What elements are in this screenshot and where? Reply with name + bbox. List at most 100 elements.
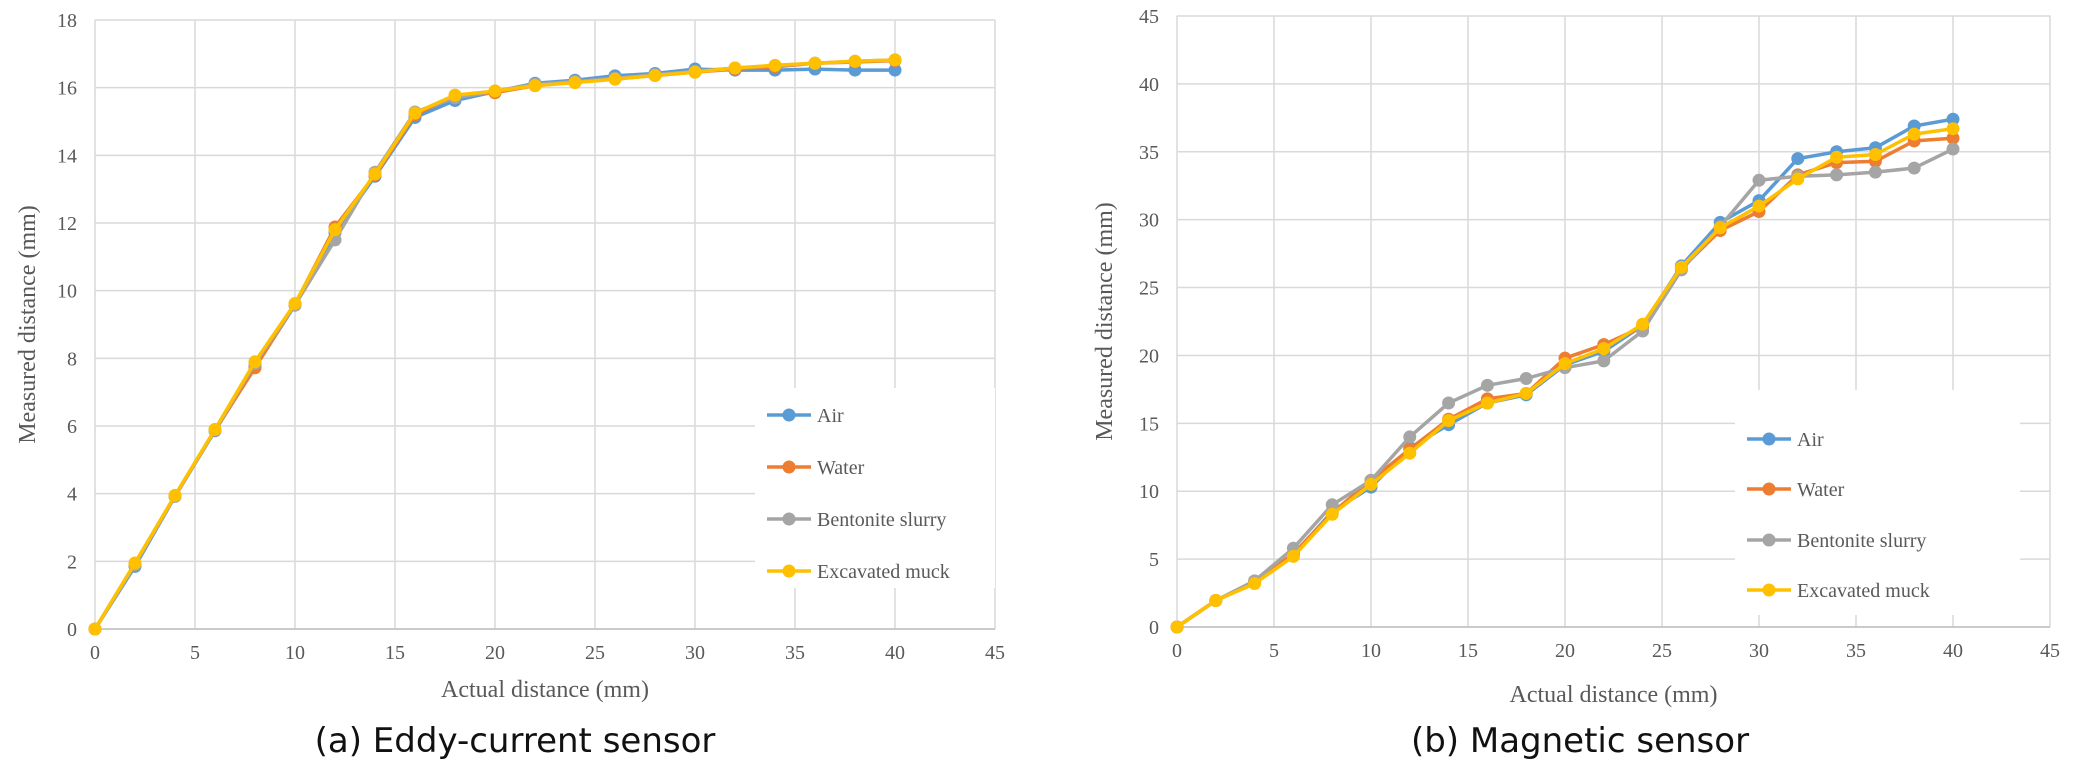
data-point-excavated-muck	[248, 355, 262, 369]
data-point-excavated-muck	[1791, 172, 1805, 186]
legend-label-bentonite-slurry: Bentonite slurry	[1797, 530, 1926, 552]
legend-label-air: Air	[817, 405, 844, 427]
data-point-excavated-muck	[608, 72, 622, 86]
data-point-excavated-muck	[1480, 396, 1494, 410]
data-point-excavated-muck	[1907, 127, 1921, 141]
y-tick-label: 35	[1139, 142, 1159, 164]
y-tick-label: 40	[1139, 74, 1159, 96]
data-point-air	[888, 63, 902, 77]
x-tick-label: 30	[685, 642, 705, 664]
data-point-excavated-muck	[1752, 199, 1766, 213]
data-point-excavated-muck	[488, 84, 502, 98]
x-axis-title: Actual distance (mm)	[441, 677, 649, 703]
x-tick-label: 0	[90, 642, 100, 664]
data-point-bentonite-slurry	[1519, 372, 1533, 386]
y-tick-label: 16	[57, 78, 77, 100]
y-tick-label: 25	[1139, 278, 1159, 300]
eddy-current-chart: 0 2 4 6 8 10 12 14 16 18 0 5 10 15 20 25 30 35 40 45 Actual …	[15, 10, 1005, 761]
data-point-excavated-muck	[1286, 549, 1300, 563]
data-point-water	[1946, 131, 1960, 145]
data-point-excavated-muck	[1830, 150, 1844, 164]
data-point-excavated-muck	[1674, 260, 1688, 274]
x-tick-label: 20	[1555, 640, 1575, 662]
legend-marker-excavated-muck	[782, 564, 796, 578]
data-point-excavated-muck	[1558, 357, 1572, 371]
y-tick-label: 15	[1139, 413, 1159, 435]
legend-box	[1735, 390, 2020, 615]
data-point-excavated-muck	[128, 556, 142, 570]
x-tick-label: 35	[785, 642, 805, 664]
data-point-bentonite-slurry	[1480, 378, 1494, 392]
data-point-excavated-muck	[728, 61, 742, 75]
data-point-excavated-muck	[1597, 342, 1611, 356]
x-tick-label: 30	[1749, 640, 1769, 662]
data-point-excavated-muck	[168, 488, 182, 502]
x-tick-label: 45	[2040, 640, 2060, 662]
data-point-excavated-muck	[1946, 122, 1960, 136]
y-tick-label: 10	[1139, 481, 1159, 503]
y-tick-label: 20	[1139, 345, 1159, 367]
data-point-excavated-muck	[1442, 414, 1456, 428]
data-point-air	[1791, 152, 1805, 166]
legend-marker-bentonite-slurry	[782, 512, 796, 526]
x-tick-label: 40	[1943, 640, 1963, 662]
data-point-excavated-muck	[888, 53, 902, 67]
data-point-excavated-muck	[88, 622, 102, 636]
legend-marker-bentonite-slurry	[1762, 533, 1776, 547]
legend-label-water: Water	[817, 457, 865, 479]
data-point-excavated-muck	[688, 65, 702, 79]
x-tick-label: 35	[1846, 640, 1866, 662]
x-tick-label: 10	[285, 642, 305, 664]
legend-label-bentonite-slurry: Bentonite slurry	[817, 509, 946, 531]
legend-label-excavated-muck: Excavated muck	[1797, 580, 1930, 602]
data-point-excavated-muck	[1519, 386, 1533, 400]
y-tick-label: 10	[57, 281, 77, 303]
legend-box	[755, 388, 995, 588]
data-point-excavated-muck	[208, 422, 222, 436]
x-tick-label: 25	[585, 642, 605, 664]
data-point-excavated-muck	[328, 223, 342, 237]
y-tick-label: 4	[67, 484, 77, 506]
y-tick-label: 8	[67, 348, 77, 370]
data-point-excavated-muck	[528, 79, 542, 93]
data-point-excavated-muck	[1325, 507, 1339, 521]
x-tick-label: 5	[190, 642, 200, 664]
data-point-excavated-muck	[1713, 221, 1727, 235]
data-point-bentonite-slurry	[1325, 498, 1339, 512]
legend-marker-air	[782, 408, 796, 422]
data-point-excavated-muck	[368, 167, 382, 181]
legend-marker-excavated-muck	[1762, 583, 1776, 597]
legend-label-excavated-muck: Excavated muck	[817, 561, 950, 583]
data-point-excavated-muck	[448, 88, 462, 102]
legend-label-water: Water	[1797, 479, 1845, 501]
x-tick-label: 10	[1361, 640, 1381, 662]
data-point-excavated-muck	[1248, 577, 1262, 591]
y-tick-label: 18	[57, 10, 77, 32]
legend-marker-water	[782, 460, 796, 474]
x-tick-label: 25	[1652, 640, 1672, 662]
y-tick-label: 14	[57, 145, 77, 167]
data-point-bentonite-slurry	[1946, 142, 1960, 156]
y-tick-label: 5	[1149, 549, 1159, 571]
y-tick-label: 6	[67, 416, 77, 438]
y-axis-title: Measured distance (mm)	[15, 205, 41, 444]
x-tick-label: 45	[985, 642, 1005, 664]
data-point-excavated-muck	[648, 68, 662, 82]
data-point-excavated-muck	[1636, 317, 1650, 331]
x-tick-label: 20	[485, 642, 505, 664]
data-point-excavated-muck	[1403, 446, 1417, 460]
data-point-excavated-muck	[1170, 620, 1184, 634]
data-point-excavated-muck	[1209, 594, 1223, 608]
data-point-air	[1946, 112, 1960, 126]
x-tick-label: 40	[885, 642, 905, 664]
data-point-bentonite-slurry	[1907, 161, 1921, 175]
legend-marker-water	[1762, 482, 1776, 496]
data-point-excavated-muck	[848, 54, 862, 68]
data-point-bentonite-slurry	[1597, 354, 1611, 368]
data-point-excavated-muck	[1868, 147, 1882, 161]
data-point-bentonite-slurry	[1403, 430, 1417, 444]
x-axis-title: Actual distance (mm)	[1510, 682, 1718, 708]
data-point-bentonite-slurry	[1752, 173, 1766, 187]
x-tick-label: 15	[385, 642, 405, 664]
